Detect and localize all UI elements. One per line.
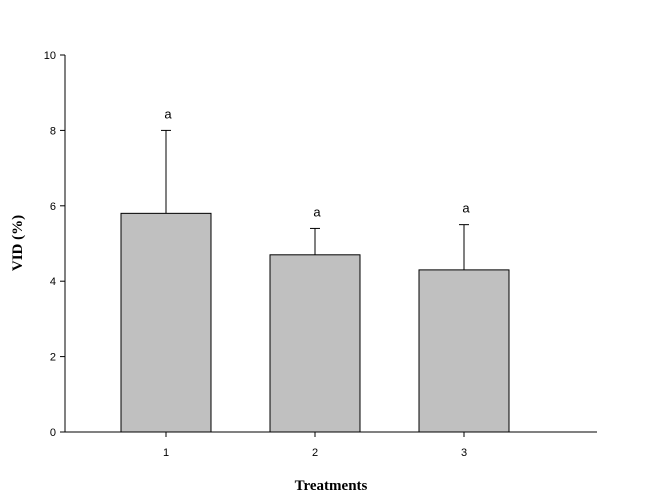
y-tick-label: 10 [44,50,56,62]
y-tick-label: 6 [50,201,56,213]
y-tick-label: 4 [50,276,56,288]
x-axis: 1 2 3 [65,431,597,459]
y-tick-label: 8 [50,125,56,137]
x-tick-label: 3 [461,447,467,459]
bar-3 [418,269,510,433]
bar-2 [269,254,361,433]
x-tick-label: 1 [163,447,169,459]
y-tick-label: 2 [50,352,56,364]
significance-label-3: a [462,201,470,216]
x-tick-label: 2 [312,447,318,459]
y-axis-title: VID (%) [10,215,26,271]
bar-1 [120,212,212,433]
x-axis-title: Treatments [295,478,368,494]
significance-labels-group: a a a [164,106,470,219]
y-tick-label: 0 [50,427,56,439]
y-axis: 0 2 4 6 8 10 [44,50,66,439]
error-bars-group [161,129,469,270]
significance-label-1: a [164,106,172,121]
significance-label-2: a [313,204,321,219]
